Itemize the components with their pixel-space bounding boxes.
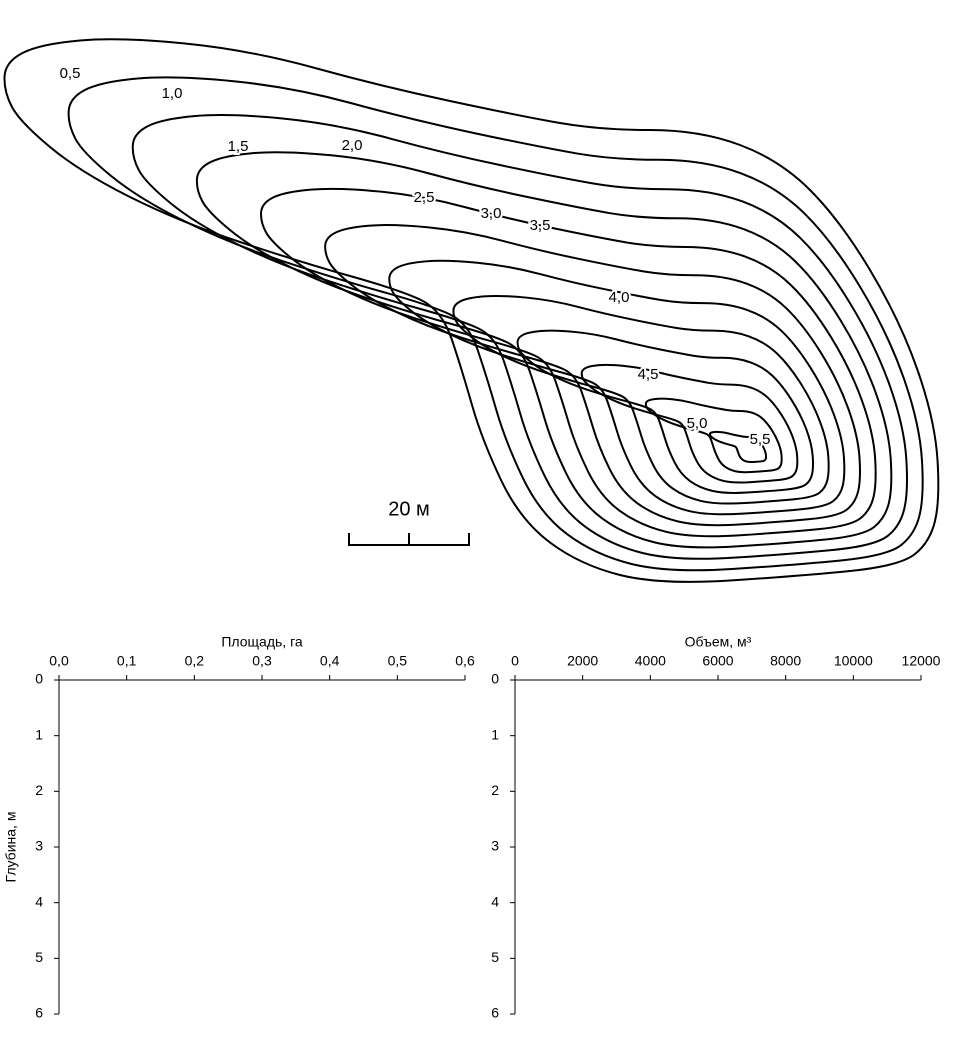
contour-line (644, 397, 783, 474)
contour-line (580, 363, 799, 484)
x-tick-label: 0,4 (320, 653, 340, 669)
contour-line (516, 329, 814, 494)
y-tick-label: 1 (35, 726, 43, 742)
x-tick-label: 0,3 (252, 653, 272, 669)
contour-line (3, 38, 940, 583)
contour-label: 4,0 (609, 289, 630, 306)
chart: 0 2000 4000 6000 8000 10000 12000 0 1 2 3 4 5 6 Объем,… (491, 634, 940, 1021)
y-tick-label: 3 (491, 838, 499, 854)
x-tick-label: 0,5 (388, 653, 408, 669)
y-tick-label: 6 (491, 1005, 499, 1021)
y-tick-label: 4 (35, 893, 43, 909)
x-tick-label: 2000 (567, 653, 598, 669)
x-tick-label: 0,2 (185, 653, 205, 669)
contour-line (260, 187, 877, 538)
contour-label: 3,5 (530, 217, 551, 234)
x-tick-label: 0 (511, 653, 519, 669)
y-tick-label: 4 (491, 893, 499, 909)
x-tick-label: 0,6 (455, 653, 475, 669)
chart: 0,0 0,1 0,2 0,3 0,4 0,5 0,6 0 1 2 3 4 5 6 Площадь, га Г… (3, 634, 475, 1021)
x-tick-label: 0,0 (49, 653, 69, 669)
x-axis-label: Площадь, га (221, 634, 303, 650)
y-tick-label: 0 (35, 671, 43, 687)
contour-line (67, 76, 924, 572)
y-tick-label: 5 (491, 949, 499, 965)
x-tick-label: 0,1 (117, 653, 137, 669)
contour-label: 1,5 (228, 138, 249, 155)
x-axis-label: Объем, м³ (685, 634, 752, 650)
x-tick-label: 10000 (834, 653, 873, 669)
contour-line (708, 430, 767, 464)
contour-label: 5,0 (687, 415, 708, 432)
contour-label: 2,5 (414, 189, 435, 206)
y-tick-label: 3 (35, 838, 43, 854)
bathymetric-map: 20 м 0,5 1,0 1,5 2,0 2,5 3,0 3,5 4,0 4,5 5,0 5,5 (3, 38, 940, 583)
y-tick-label: 2 (491, 782, 499, 798)
contour-label: 2,0 (342, 137, 363, 154)
x-tick-label: 6000 (702, 653, 733, 669)
contour-label: 3,0 (481, 205, 502, 222)
contour-line (388, 259, 846, 516)
y-tick-label: 1 (491, 726, 499, 742)
contour-label: 0,5 (60, 65, 81, 82)
x-tick-label: 4000 (635, 653, 666, 669)
y-tick-label: 6 (35, 1005, 43, 1021)
x-tick-label: 12000 (902, 653, 941, 669)
y-tick-label: 0 (491, 671, 499, 687)
y-tick-label: 5 (35, 949, 43, 965)
scale-label: 20 м (388, 498, 430, 520)
contour-label: 4,5 (638, 366, 659, 383)
contour-line (195, 151, 893, 549)
y-tick-label: 2 (35, 782, 43, 798)
contour-line (452, 294, 830, 505)
y-axis-label: Глубина, м (3, 812, 19, 883)
contour-label: 5,5 (750, 431, 771, 448)
contour-label: 1,0 (162, 85, 183, 102)
x-tick-label: 8000 (770, 653, 801, 669)
